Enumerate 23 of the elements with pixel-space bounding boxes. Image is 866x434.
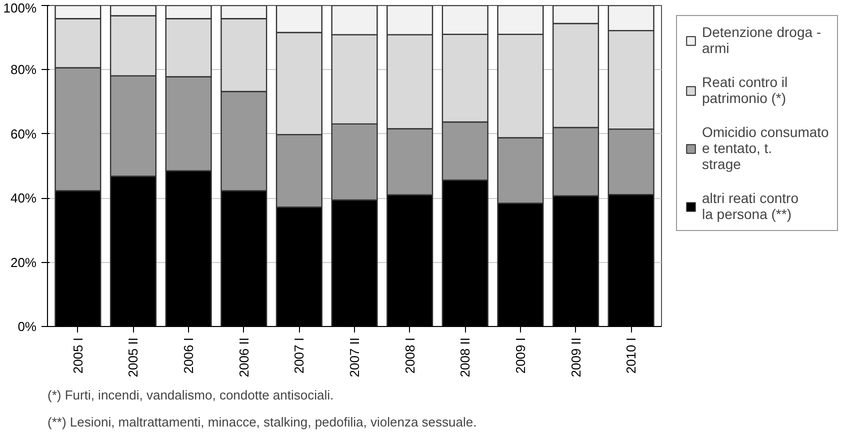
legend-label: Omicidio consumato e tentato, t. strage <box>702 124 829 172</box>
y-tick-label: 0% <box>18 319 37 334</box>
x-tick-label: 2005 II <box>126 337 141 378</box>
x-tick-label: 2005 I <box>70 337 86 374</box>
x-tick-label: 2008 II <box>458 337 473 378</box>
x-tick-label: 2009 I <box>512 337 528 374</box>
legend-label: altri reati contro la persona (**) <box>702 190 798 222</box>
x-tick-label: 2010 I <box>624 337 639 374</box>
y-tick-label: 80% <box>10 62 37 78</box>
x-tick-label: 2008 I <box>402 337 418 374</box>
y-tick-label: 40% <box>10 190 37 206</box>
y-tick-label: 20% <box>10 254 37 270</box>
x-tick-label: 2006 I <box>181 337 196 374</box>
text: (*) Furti, incendi, vandalismo, condotte antisociali. <box>48 388 334 402</box>
x-tick-label: 2009 II <box>568 337 584 378</box>
legend-label: Detenzione droga - armi <box>702 24 822 56</box>
y-tick-label: 100% <box>3 0 37 16</box>
x-tick-label: 2007 I <box>292 337 307 374</box>
x-tick-label: 2007 II <box>347 337 362 378</box>
x-tick-label: 2006 II <box>236 337 252 378</box>
text: (**) Lesioni, maltrattamenti, minacce, stalking, pedofilia, violenza sessuale. <box>48 414 477 430</box>
legend-label: Reati contro il patrimonio (*) <box>702 74 788 106</box>
y-tick-label: 60% <box>10 126 37 142</box>
